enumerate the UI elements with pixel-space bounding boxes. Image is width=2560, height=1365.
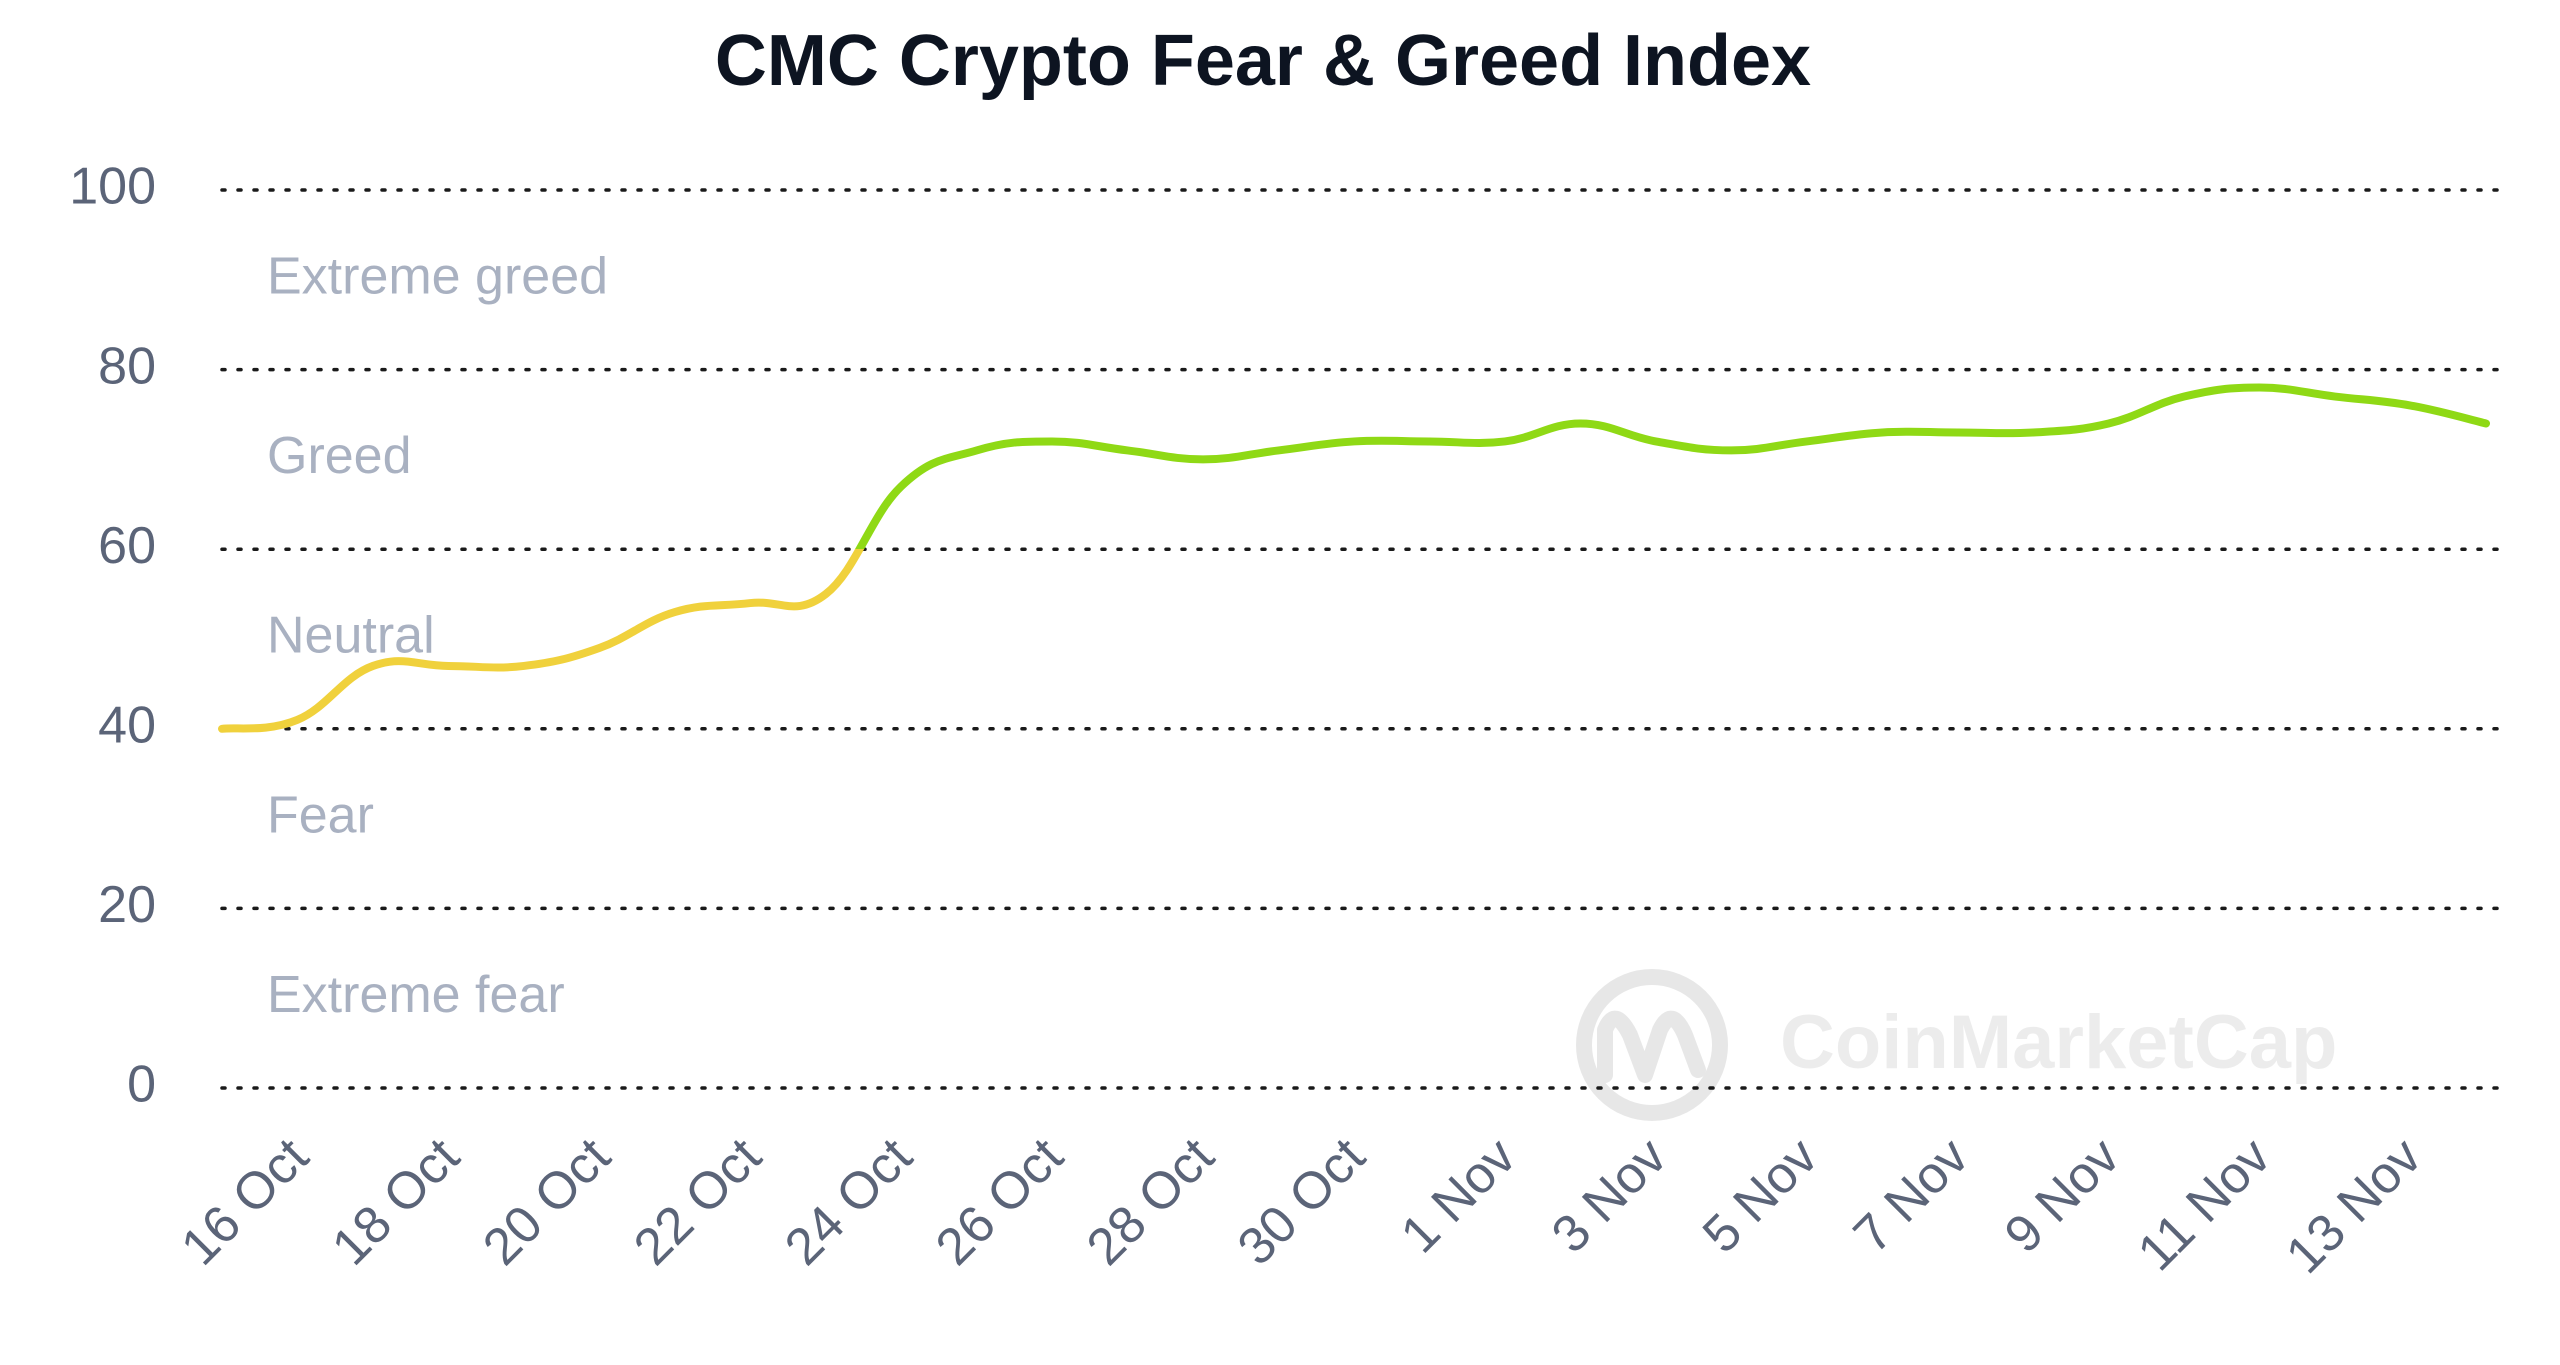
- y-tick-label: 80: [98, 337, 156, 395]
- x-tick-label: 22 Oct: [623, 1127, 773, 1277]
- x-tick-label: 5 Nov: [1692, 1127, 1829, 1264]
- x-tick-label: 28 Oct: [1076, 1127, 1226, 1277]
- x-tick-label: 18 Oct: [321, 1127, 471, 1277]
- x-tick-label: 20 Oct: [472, 1127, 622, 1277]
- y-tick-label: 40: [98, 697, 156, 755]
- y-tick-label: 20: [98, 876, 156, 934]
- x-tick-label: 11 Nov: [2127, 1127, 2282, 1282]
- band-label: Fear: [267, 786, 374, 844]
- y-tick-label: 0: [127, 1056, 156, 1114]
- chart-title: CMC Crypto Fear & Greed Index: [715, 21, 1811, 101]
- x-tick-label: 24 Oct: [774, 1127, 924, 1277]
- x-tick-label: 16 Oct: [170, 1127, 320, 1277]
- x-tick-label: 7 Nov: [1843, 1127, 1980, 1264]
- x-tick-label: 26 Oct: [925, 1127, 1075, 1277]
- watermark: CoinMarketCap: [1780, 1000, 2337, 1085]
- x-tick-label: 13 Nov: [2275, 1127, 2433, 1285]
- data-line: [218, 383, 2490, 733]
- watermark-logo: [1576, 969, 1728, 1121]
- x-tick-label: 1 Nov: [1390, 1127, 1527, 1264]
- x-tick-label: 9 Nov: [1994, 1127, 2131, 1264]
- band-label: Greed: [267, 427, 412, 485]
- band-label: Neutral: [267, 607, 435, 665]
- x-tick-label: 30 Oct: [1227, 1127, 1377, 1277]
- band-label: Extreme greed: [267, 248, 608, 306]
- x-tick-label: 3 Nov: [1541, 1127, 1678, 1264]
- y-tick-label: 100: [69, 158, 156, 216]
- band-label: Extreme fear: [267, 966, 565, 1024]
- y-tick-label: 60: [98, 517, 156, 575]
